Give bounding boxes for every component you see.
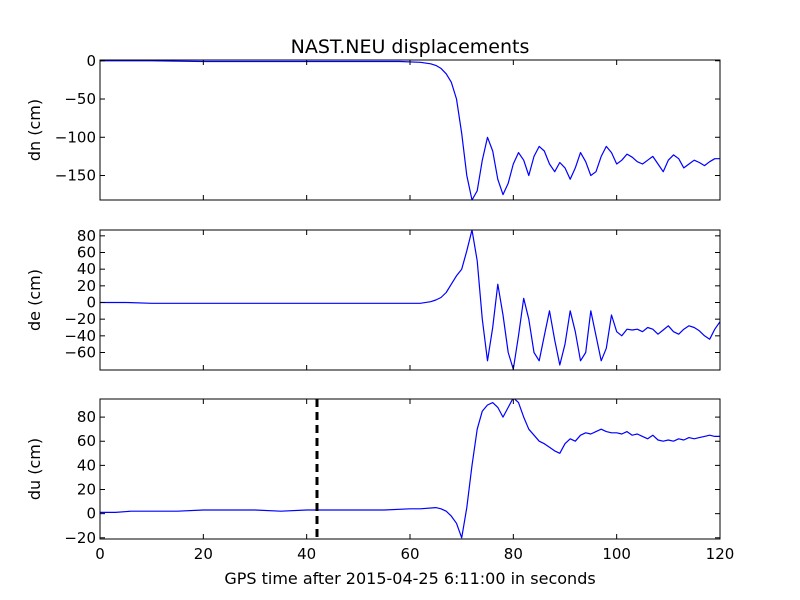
x-tick-label: 80 [504, 545, 523, 563]
de-y-tick-label: −20 [64, 310, 96, 328]
de-y-tick-label: 60 [77, 244, 96, 262]
dn-axes-frame [99, 59, 721, 201]
dn-y-tick-label: −100 [55, 128, 96, 146]
de-y-tick-label: −40 [64, 327, 96, 345]
x-tick-label: 120 [706, 545, 735, 563]
de-y-tick-label: 0 [86, 294, 96, 312]
de-y-tick-label: 40 [77, 260, 96, 278]
du-y-tick-label: 60 [77, 432, 96, 450]
x-tick-label: 20 [194, 545, 213, 563]
dn-y-tick-label: −50 [64, 90, 96, 108]
de-y-tick-label: 80 [77, 227, 96, 245]
du-y-tick-label: 80 [77, 408, 96, 426]
dn-panel: 0 −50 −100 −150 dn (cm) [25, 52, 721, 201]
x-tick-label: 40 [297, 545, 316, 563]
dn-series-line [100, 60, 720, 200]
du-y-tick-label: 20 [77, 481, 96, 499]
du-y-tick-label: −20 [64, 529, 96, 547]
du-axes-frame [99, 398, 721, 540]
x-tick-label: 60 [400, 545, 419, 563]
de-y-tick-label: −60 [64, 344, 96, 362]
dn-y-tick-label: −150 [55, 167, 96, 185]
du-y-axis-label: du (cm) [25, 438, 44, 500]
du-series-line [100, 399, 720, 539]
du-y-tick-label: 0 [86, 505, 96, 523]
chart-title: NAST.NEU displacements [291, 36, 530, 58]
de-series-line [100, 230, 720, 370]
dn-y-tick-label: 0 [86, 52, 96, 70]
dn-y-axis-label: dn (cm) [25, 99, 44, 161]
de-axes-frame [99, 229, 721, 371]
x-tick-label: 0 [95, 545, 105, 563]
de-y-axis-label: de (cm) [25, 269, 44, 331]
du-y-tick-label: 40 [77, 456, 96, 474]
x-axis-label: GPS time after 2015-04-25 6:11:00 in sec… [224, 569, 595, 588]
x-tick-label: 100 [602, 545, 631, 563]
de-y-tick-label: 20 [77, 277, 96, 295]
